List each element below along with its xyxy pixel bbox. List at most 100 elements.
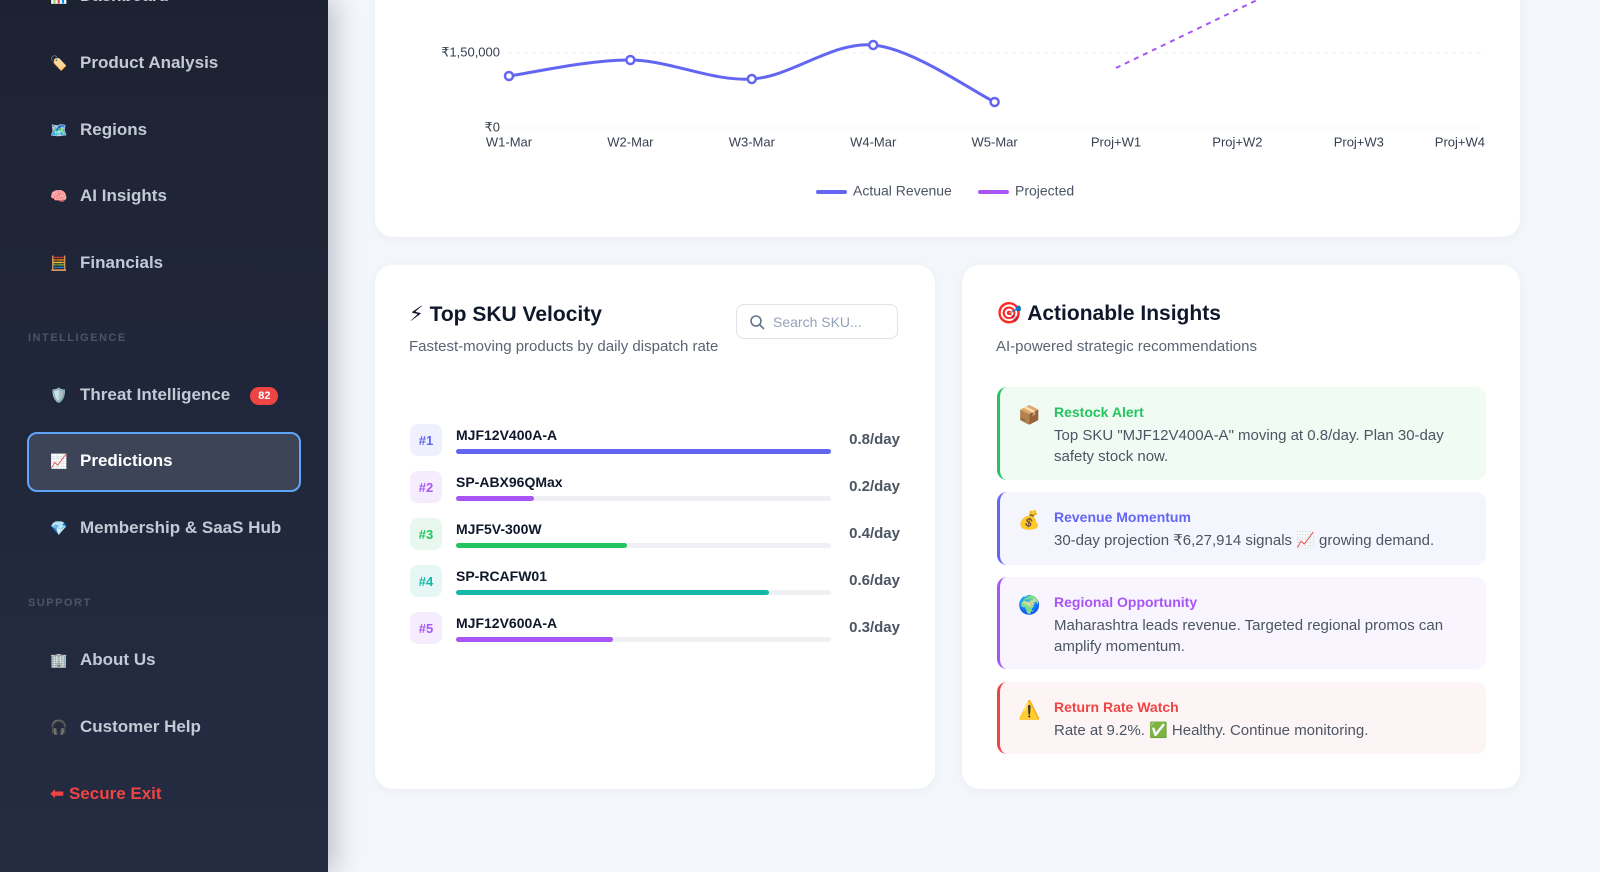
rank-badge: #5 bbox=[410, 612, 442, 644]
nav-item[interactable]: 🧠 AI Insights bbox=[50, 186, 167, 206]
velocity-value: 0.2/day bbox=[849, 478, 900, 495]
nav-label: Regions bbox=[80, 120, 148, 139]
x-tick-label: W5-Mar bbox=[971, 134, 1018, 149]
velocity-bar bbox=[456, 543, 627, 548]
sku-name: MJF12V400A-A bbox=[456, 427, 558, 443]
y-tick-label: ₹1,50,000 bbox=[441, 44, 500, 59]
nav-label: Dashboard bbox=[80, 0, 169, 5]
insight-item: 🌍 Regional Opportunity Maharashtra leads r… bbox=[997, 577, 1486, 669]
legend-label: Projected bbox=[1015, 183, 1074, 199]
insight-text: Top SKU "MJF12V400A-A" moving at 0.8/day… bbox=[1054, 427, 1444, 465]
velocity-value: 0.6/day bbox=[849, 572, 900, 589]
nav-item[interactable]: 🛡️ Threat Intelligence 82 bbox=[50, 385, 279, 405]
insight-title: Restock Alert bbox=[1054, 404, 1144, 420]
chart: ₹0 ₹1,50,000 W1-Mar W2-Mar W3-Mar W4-Mar W5-Ma… bbox=[441, 0, 1485, 199]
insight-icon: 📦 bbox=[1018, 405, 1041, 425]
data-point bbox=[989, 96, 1000, 108]
search-icon bbox=[750, 315, 765, 330]
insight-title: Return Rate Watch bbox=[1054, 699, 1179, 715]
nav-item[interactable]: 💎 Membership & SaaS Hub bbox=[50, 518, 281, 538]
section-heading: SUPPORT bbox=[28, 597, 92, 609]
series-line bbox=[1115, 0, 1260, 69]
insight-text: Rate at 9.2%. ✅ Healthy. Continue monito… bbox=[1054, 722, 1369, 739]
insight-item: ⚠️ Return Rate Watch Rate at 9.2%. ✅ Healt… bbox=[997, 682, 1486, 754]
nav-label: AI Insights bbox=[80, 186, 167, 205]
nav-label: Financials bbox=[80, 253, 164, 272]
card-title: 🎯 Actionable Insights bbox=[996, 302, 1221, 325]
nav-icon: 📊 bbox=[50, 0, 80, 5]
insight-text: 30-day projection ₹6,27,914 signals 📈 gr… bbox=[1054, 532, 1435, 549]
rank-badge: #1 bbox=[410, 424, 442, 456]
nav-icon: 🎧 bbox=[50, 719, 68, 735]
section-heading: INTELLIGENCE bbox=[28, 332, 127, 344]
nav-item[interactable]: 📊Dashboard bbox=[50, 0, 169, 6]
sku-name: SP-ABX96QMax bbox=[456, 474, 563, 490]
nav-label: Product Analysis bbox=[80, 53, 219, 72]
velocity-bar bbox=[456, 496, 534, 501]
x-tick-label: Proj+W2 bbox=[1212, 134, 1262, 149]
nav-icon: 🏷️ bbox=[50, 55, 68, 71]
sku-name: MJF5V-300W bbox=[456, 521, 542, 537]
sku-card: ⚡ Top SKU Velocity Fastest-moving product… bbox=[375, 265, 935, 789]
nav-label: Predictions bbox=[80, 451, 173, 470]
sidebar: 📊Dashboard 🏷️ Product Analysis 🗺️ Regions 🧠 AI… bbox=[0, 0, 328, 872]
velocity-bar bbox=[456, 449, 831, 454]
data-point bbox=[746, 73, 758, 85]
x-tick-label: W4-Mar bbox=[850, 134, 897, 149]
insight-icon: 🌍 bbox=[1018, 595, 1041, 615]
rank-badge: #2 bbox=[410, 471, 442, 503]
nav-icon: 🗺️ bbox=[50, 122, 68, 138]
insight-icon: 💰 bbox=[1018, 510, 1041, 530]
nav-icon: 🛡️ bbox=[50, 387, 68, 403]
nav-label: Membership & SaaS Hub bbox=[80, 518, 282, 537]
legend-label: Actual Revenue bbox=[853, 183, 952, 199]
insights-card: 🎯 Actionable Insights AI-powered strategi… bbox=[962, 265, 1520, 789]
insight-icon: ⚠️ bbox=[1018, 700, 1041, 720]
search-placeholder: Search SKU... bbox=[773, 314, 862, 330]
exit-button[interactable]: ⬅ Secure Exit bbox=[50, 784, 162, 803]
nav-item[interactable]: 🏢 About Us bbox=[50, 650, 156, 670]
insight-title: Revenue Momentum bbox=[1054, 509, 1191, 525]
nav-icon: 📈 bbox=[50, 453, 68, 469]
velocity-value: 0.3/day bbox=[849, 619, 900, 636]
nav-item[interactable]: 🏷️ Product Analysis bbox=[50, 53, 218, 73]
card-subtitle: Fastest-moving products by daily dispatc… bbox=[409, 338, 719, 355]
nav-label: Threat Intelligence bbox=[80, 385, 231, 404]
insight-item: 📦 Restock Alert Top SKU "MJF12V400A-A" mov… bbox=[997, 387, 1486, 480]
data-point bbox=[503, 70, 515, 82]
nav-item[interactable]: 📈 Predictions bbox=[50, 451, 173, 471]
nav-label: Customer Help bbox=[80, 717, 201, 736]
x-tick-label: W3-Mar bbox=[729, 134, 776, 149]
velocity-value: 0.4/day bbox=[849, 525, 900, 542]
card-subtitle: AI-powered strategic recommendations bbox=[996, 338, 1257, 355]
rank-badge: #3 bbox=[410, 518, 442, 550]
insight-item: 💰 Revenue Momentum 30-day projection ₹6,27… bbox=[997, 492, 1486, 565]
chart-card bbox=[375, 0, 1520, 237]
velocity-track bbox=[456, 496, 831, 501]
badge: 82 bbox=[250, 386, 279, 405]
nav-item[interactable]: 🗺️ Regions bbox=[50, 120, 147, 140]
data-point bbox=[867, 39, 879, 51]
nav-icon: 💎 bbox=[50, 520, 68, 536]
sku-name: SP-RCAFW01 bbox=[456, 568, 548, 584]
nav-icon: 🧮 bbox=[50, 255, 68, 271]
x-tick-label: W2-Mar bbox=[607, 134, 654, 149]
x-tick-label: Proj+W4 bbox=[1435, 134, 1485, 149]
x-tick-label: W1-Mar bbox=[486, 134, 533, 149]
nav-icon: 🧠 bbox=[50, 188, 68, 204]
active-bg bbox=[27, 432, 301, 492]
search-box[interactable]: Search SKU... bbox=[736, 304, 898, 339]
velocity-bar bbox=[456, 637, 613, 642]
velocity-track bbox=[456, 543, 831, 548]
y-tick-label: ₹0 bbox=[484, 119, 500, 134]
card-title: ⚡ Top SKU Velocity bbox=[409, 303, 602, 326]
velocity-track bbox=[456, 449, 831, 454]
insight-text: Maharashtra leads revenue. Targeted regi… bbox=[1054, 617, 1444, 655]
velocity-track bbox=[456, 637, 831, 642]
nav-label: About Us bbox=[80, 650, 156, 669]
nav-item[interactable]: 🧮 Financials bbox=[50, 253, 163, 273]
nav-item[interactable]: 🎧 Customer Help bbox=[50, 717, 201, 737]
velocity-bar bbox=[456, 590, 769, 595]
data-point bbox=[625, 54, 636, 66]
